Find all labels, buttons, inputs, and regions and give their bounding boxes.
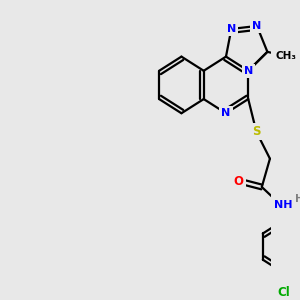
- Text: CH₃: CH₃: [275, 51, 296, 61]
- Text: N: N: [244, 66, 253, 76]
- Text: N: N: [221, 108, 231, 118]
- Text: N: N: [252, 21, 262, 31]
- Text: N: N: [227, 24, 236, 34]
- Text: H: H: [295, 194, 300, 204]
- Text: Cl: Cl: [277, 286, 290, 299]
- Text: NH: NH: [274, 200, 293, 210]
- Text: O: O: [234, 175, 244, 188]
- Text: S: S: [252, 125, 261, 138]
